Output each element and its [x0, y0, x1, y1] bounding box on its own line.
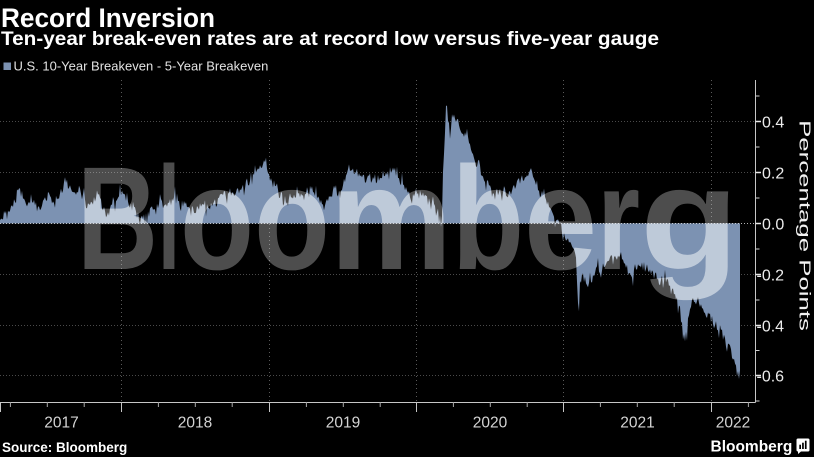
svg-text:o: o	[254, 137, 330, 301]
svg-text:2017: 2017	[44, 415, 78, 432]
svg-text:B: B	[77, 137, 158, 301]
svg-text:2019: 2019	[326, 415, 360, 432]
svg-text:Percentage Points: Percentage Points	[796, 120, 814, 331]
svg-text:b: b	[452, 137, 524, 301]
svg-text:Source: Bloomberg: Source: Bloomberg	[2, 440, 127, 455]
svg-text:2022: 2022	[716, 415, 750, 432]
svg-text:o: o	[180, 137, 254, 301]
svg-text:l: l	[158, 137, 180, 301]
svg-text:Ten-year break-even rates are: Ten-year break-even rates are at record …	[1, 29, 659, 50]
svg-text:-0.4: -0.4	[757, 318, 785, 335]
svg-text:r: r	[597, 137, 640, 301]
svg-text:0.4: 0.4	[762, 114, 784, 131]
svg-text:e: e	[524, 137, 597, 301]
svg-text:2018: 2018	[178, 415, 212, 432]
svg-text:m: m	[330, 137, 452, 301]
svg-text:-0.2: -0.2	[757, 267, 785, 284]
svg-text:U.S. 10-Year Breakeven - 5-Yea: U.S. 10-Year Breakeven - 5-Year Breakeve…	[14, 59, 269, 74]
svg-text:g: g	[640, 137, 739, 301]
svg-text:0.2: 0.2	[762, 165, 784, 182]
svg-text:2020: 2020	[473, 415, 508, 432]
svg-text:2021: 2021	[620, 415, 654, 432]
svg-text:Bloomberg: Bloomberg	[711, 439, 793, 456]
svg-text:-0.6: -0.6	[757, 368, 785, 385]
svg-text:0.0: 0.0	[762, 216, 784, 233]
svg-text:Record Inversion: Record Inversion	[1, 3, 215, 33]
